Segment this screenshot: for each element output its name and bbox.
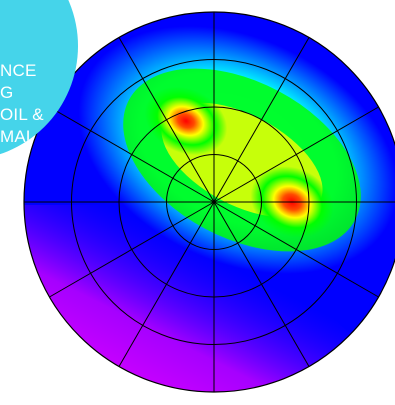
badge-line-4: MAL: [0, 127, 36, 146]
badge-line-2: G: [0, 83, 14, 102]
polar-grid: [24, 12, 395, 392]
badge-text: NCE G OIL & MAL: [0, 60, 72, 148]
chart-outline: [23, 11, 395, 393]
polar-spoke-12: [213, 106, 379, 203]
polar-spoke-2: [213, 201, 379, 298]
polar-spoke-6: [49, 201, 215, 298]
polar-spoke-11: [213, 37, 310, 203]
cyan-info-badge: NCE G OIL & MAL: [0, 0, 78, 160]
polar-spoke-9: [118, 37, 215, 203]
polar-spoke-3: [213, 201, 310, 367]
polar-spoke-8: [49, 106, 215, 203]
polar-spoke-5: [118, 201, 215, 367]
heatmap-peak-upper-left: [144, 86, 228, 156]
badge-line-1: NCE: [0, 61, 37, 80]
badge-line-3: OIL &: [0, 105, 44, 124]
